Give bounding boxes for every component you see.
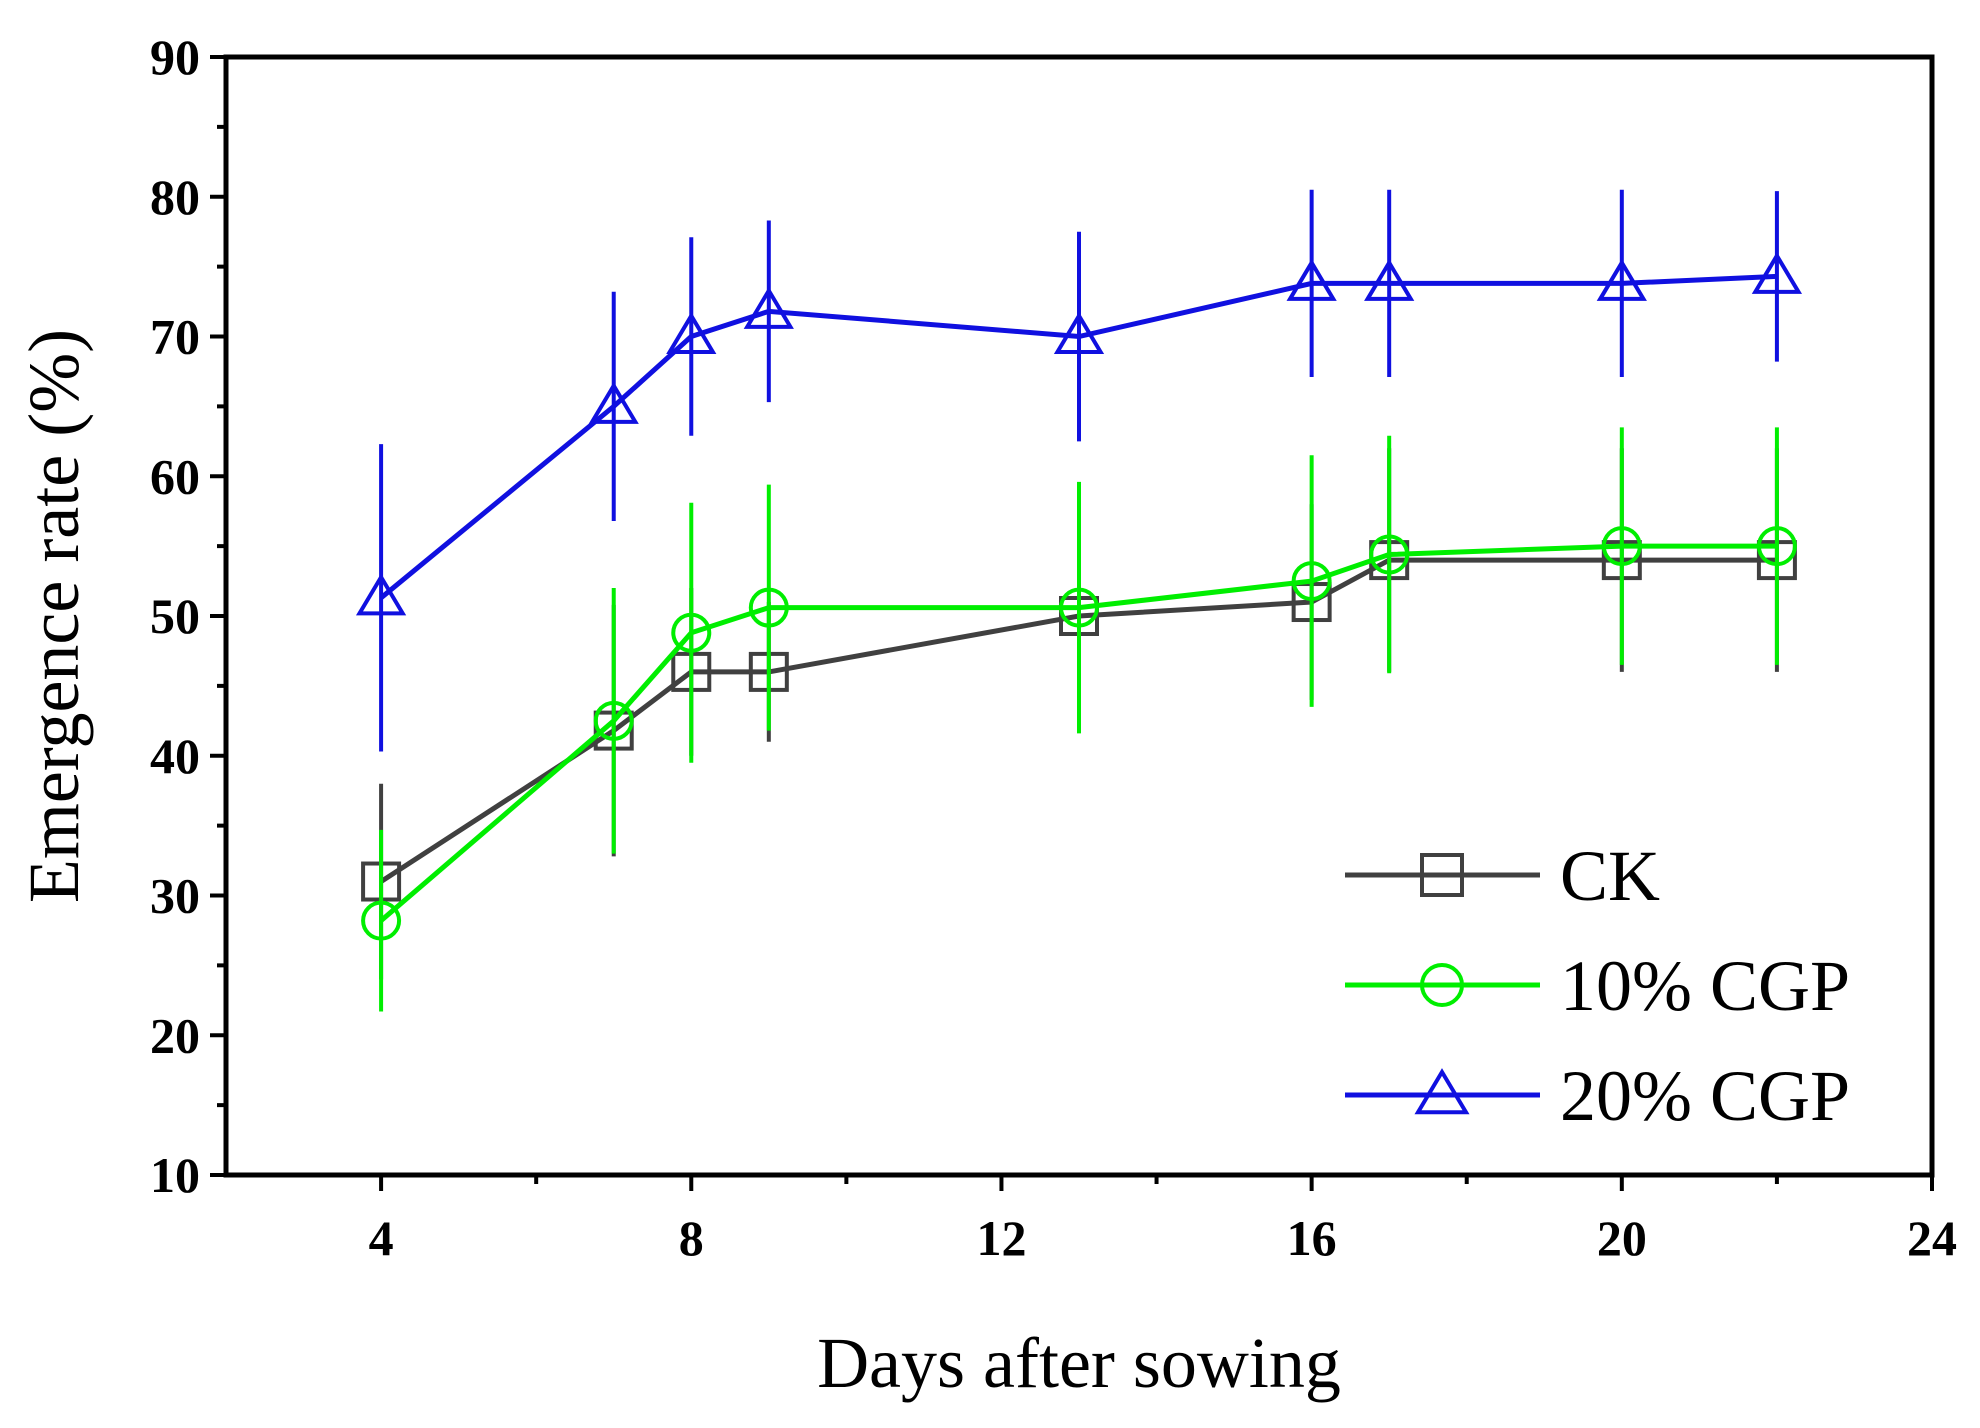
legend-marker bbox=[1420, 853, 1464, 897]
legend-marker bbox=[1420, 963, 1464, 1007]
x-tick-label: 16 bbox=[1287, 1210, 1337, 1266]
data-point-marker bbox=[1364, 258, 1415, 301]
y-tick-label: 50 bbox=[150, 588, 200, 644]
series-layer bbox=[355, 189, 1803, 1012]
x-tick-label: 24 bbox=[1907, 1210, 1957, 1266]
y-tick-labels: 10 20 30 40 50 60 70 80 90 bbox=[150, 29, 200, 1203]
data-point-marker bbox=[1291, 561, 1332, 602]
x-tick-labels: 4 8 12 16 20 24 bbox=[369, 1210, 1957, 1266]
legend-marker bbox=[1414, 1068, 1470, 1115]
legend-label: CK bbox=[1560, 836, 1660, 916]
series-line bbox=[379, 273, 1778, 600]
data-point-marker bbox=[588, 381, 639, 424]
series-10-cgp bbox=[361, 427, 1797, 1012]
series-line bbox=[379, 543, 1777, 923]
data-point-marker bbox=[593, 700, 634, 741]
data-point-marker bbox=[361, 900, 402, 941]
legend: CK 10% CGP 20% CGP bbox=[1345, 836, 1850, 1136]
data-point-marker bbox=[1053, 311, 1105, 355]
y-tick-label: 90 bbox=[150, 29, 200, 85]
y-axis-title: Emergence rate (%) bbox=[14, 329, 94, 903]
y-tick-label: 70 bbox=[150, 309, 200, 365]
data-point-marker bbox=[1751, 251, 1803, 294]
x-tick-label: 20 bbox=[1597, 1210, 1647, 1266]
data-point-marker bbox=[671, 612, 712, 653]
data-point-marker bbox=[1756, 526, 1797, 567]
y-tick-label: 40 bbox=[150, 728, 200, 784]
data-point-marker bbox=[748, 587, 789, 628]
data-point-marker bbox=[1596, 258, 1647, 301]
x-tick-label: 8 bbox=[679, 1210, 704, 1266]
series-20-cgp bbox=[355, 189, 1803, 752]
x-tick-label: 12 bbox=[976, 1210, 1026, 1266]
legend-item: CK bbox=[1345, 836, 1660, 916]
plot-frame bbox=[223, 54, 1935, 1178]
y-tick-label: 80 bbox=[150, 169, 200, 225]
legend-label: 10% CGP bbox=[1560, 946, 1850, 1026]
y-tick-label: 10 bbox=[150, 1147, 200, 1203]
y-tick-label: 20 bbox=[150, 1007, 200, 1063]
x-tick-label: 4 bbox=[369, 1210, 394, 1266]
legend-item: 20% CGP bbox=[1345, 1056, 1850, 1136]
data-point-marker bbox=[666, 311, 717, 355]
x-axis-title: Days after sowing bbox=[817, 1323, 1341, 1403]
data-point-marker bbox=[1059, 587, 1099, 628]
data-point-marker bbox=[1601, 526, 1642, 567]
legend-label: 20% CGP bbox=[1560, 1056, 1850, 1136]
legend-item: 10% CGP bbox=[1345, 946, 1850, 1026]
data-point-marker bbox=[355, 573, 407, 616]
y-tick-label: 60 bbox=[150, 448, 200, 504]
data-point-marker bbox=[1369, 534, 1410, 575]
y-tick-label: 30 bbox=[150, 868, 200, 924]
data-point-marker bbox=[1286, 258, 1337, 301]
data-point-marker bbox=[743, 286, 794, 329]
